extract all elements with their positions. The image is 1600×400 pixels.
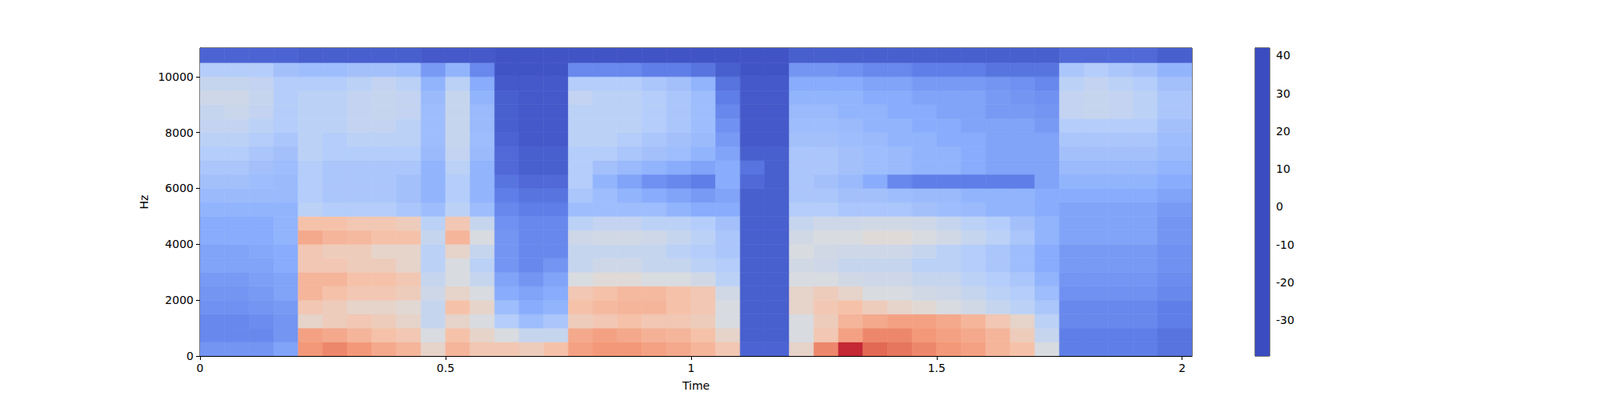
svg-text:0: 0 <box>196 361 204 375</box>
svg-text:2: 2 <box>1178 361 1186 375</box>
svg-text:30: 30 <box>1276 87 1291 100</box>
svg-text:-20: -20 <box>1276 276 1295 289</box>
svg-text:0.5: 0.5 <box>436 361 455 375</box>
svg-text:0: 0 <box>186 349 194 363</box>
svg-text:-30: -30 <box>1276 313 1295 327</box>
svg-text:8000: 8000 <box>164 126 194 140</box>
svg-text:6000: 6000 <box>164 181 194 195</box>
svg-text:4000: 4000 <box>164 237 194 251</box>
svg-text:1: 1 <box>687 361 695 375</box>
svg-text:40: 40 <box>1276 48 1291 62</box>
svg-text:Hz: Hz <box>137 195 151 210</box>
svg-text:20: 20 <box>1276 124 1291 138</box>
svg-text:10: 10 <box>1276 162 1291 176</box>
svg-text:0: 0 <box>1276 200 1284 213</box>
svg-text:-10: -10 <box>1276 238 1295 252</box>
svg-text:10000: 10000 <box>157 70 194 84</box>
svg-text:1.5: 1.5 <box>928 361 946 375</box>
svg-text:2000: 2000 <box>164 293 194 307</box>
svg-text:Time: Time <box>681 379 710 392</box>
